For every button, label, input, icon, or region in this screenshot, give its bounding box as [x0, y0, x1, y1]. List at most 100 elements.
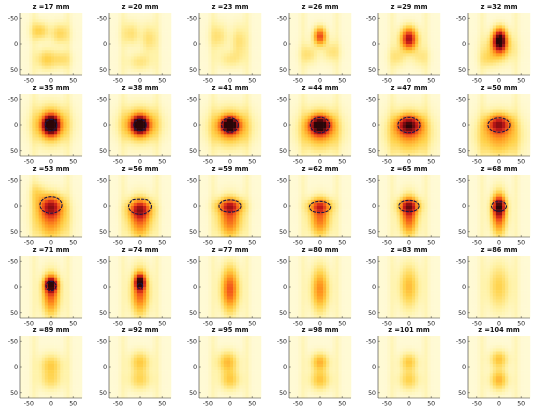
heat-cell: [508, 106, 512, 110]
x-tick-label: 0: [49, 78, 53, 85]
heat-cell: [226, 68, 231, 73]
heat-cell: [514, 31, 518, 35]
heat-cell: [511, 65, 515, 70]
heat-cell: [202, 34, 206, 39]
heat-cell: [205, 68, 209, 73]
heat-cell: [152, 112, 156, 116]
heat-cell: [502, 118, 506, 123]
x-tick-label: 0: [318, 78, 322, 85]
heat-cell: [505, 37, 509, 42]
heat-cell: [486, 40, 490, 45]
heat-cell: [75, 103, 80, 107]
heat-cell: [387, 13, 391, 17]
heat-cell: [427, 40, 431, 45]
heat-cell: [251, 16, 256, 20]
heat-cell: [254, 146, 259, 151]
heat-cell: [47, 131, 52, 135]
heat-cell: [415, 13, 419, 17]
heat-cell: [217, 28, 221, 32]
heat-cell: [341, 13, 346, 17]
heat-cell: [329, 71, 333, 76]
heat-cell: [320, 103, 324, 107]
heat-cell: [78, 19, 83, 23]
heat-cell: [480, 25, 484, 29]
heat-cell: [421, 37, 425, 42]
heat-cell: [26, 65, 30, 70]
heat-cell: [393, 68, 397, 73]
heat-cell: [489, 28, 494, 32]
heat-cell: [412, 44, 416, 48]
heat-cell: [381, 143, 385, 147]
heat-cell: [32, 25, 36, 29]
heat-cell: [57, 106, 61, 110]
heat-cell: [44, 56, 49, 60]
heat-cell: [127, 44, 131, 48]
heat-cell: [66, 100, 70, 104]
heat-cell: [121, 149, 125, 154]
heat-cell: [38, 106, 42, 110]
heat-cell: [433, 115, 438, 120]
heat-cell: [402, 143, 407, 147]
heat-cell: [66, 31, 70, 35]
heat-cell: [489, 13, 494, 17]
heat-cell: [489, 109, 494, 113]
heat-cell: [223, 62, 228, 66]
heat-cell: [226, 125, 231, 129]
heat-cell: [242, 19, 246, 23]
heat-cell: [517, 134, 521, 138]
heat-cell: [511, 53, 515, 57]
heat-cell: [381, 118, 385, 123]
heat-cell: [405, 34, 410, 39]
heat-cell: [167, 47, 172, 51]
heat-cell: [399, 143, 404, 147]
heat-cell: [239, 152, 243, 157]
heat-cell: [381, 16, 385, 20]
heat-cell: [332, 140, 336, 144]
heat-cell: [47, 19, 52, 23]
heat-cell: [338, 34, 342, 39]
heat-cell: [208, 44, 212, 48]
heat-cell: [164, 19, 169, 23]
heat-cell: [20, 103, 24, 107]
heat-cell: [295, 44, 299, 48]
heat-cell: [316, 59, 321, 63]
heat-cell: [378, 94, 382, 98]
heat-cell: [387, 146, 391, 151]
heat-cell: [75, 22, 80, 26]
heat-cell: [72, 37, 77, 42]
heat-cell: [47, 140, 52, 144]
heat-cell: [251, 65, 256, 70]
heat-cell: [289, 128, 293, 132]
heat-cell: [245, 140, 249, 144]
heat-cell: [136, 106, 141, 110]
heat-cell: [523, 50, 528, 54]
heat-cell: [477, 134, 481, 138]
heat-cell: [72, 140, 77, 144]
heat-cell: [418, 50, 422, 54]
heat-cell: [427, 65, 431, 70]
heat-cell: [427, 121, 431, 126]
heat-cell: [390, 28, 394, 32]
heat-cell: [424, 22, 428, 26]
heat-cell: [344, 50, 349, 54]
heat-cell: [502, 37, 506, 42]
heat-cell: [57, 13, 61, 17]
heat-cell: [140, 71, 144, 76]
heat-cell: [149, 71, 153, 76]
heat-cell: [124, 68, 128, 73]
heat-cell: [136, 128, 141, 132]
heat-cell: [136, 44, 141, 48]
heat-cell: [523, 103, 528, 107]
heat-cell: [51, 56, 55, 60]
heat-cell: [323, 47, 327, 51]
heat-cell: [26, 44, 30, 48]
heat-cell: [412, 68, 416, 73]
heat-cell: [495, 152, 500, 157]
y-tick-label: 50: [99, 67, 107, 74]
heat-cell: [60, 137, 64, 141]
heat-cell: [468, 31, 472, 35]
heat-cell: [236, 106, 240, 110]
heat-cell: [118, 149, 122, 154]
heat-cell: [409, 137, 413, 141]
heat-cell: [257, 31, 262, 35]
